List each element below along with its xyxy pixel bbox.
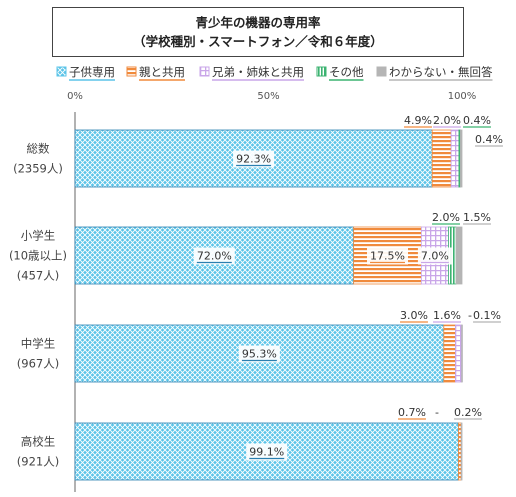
data-label-2-0: 95.3% <box>242 348 277 361</box>
data-label-1-2: 7.0% <box>421 250 449 263</box>
chart-subtitle: （学校種別・スマートフォン／令和６年度） <box>133 34 383 49</box>
legend-swatch-1 <box>126 66 137 77</box>
data-label-out-0-4: 0.4% <box>475 133 503 146</box>
bar-3-1 <box>458 422 462 481</box>
data-label-bg-3-0 <box>246 443 288 461</box>
x-tick-label-0: 0% <box>67 91 83 102</box>
category-label-0-0: 総数 <box>27 142 50 156</box>
legend-label-3: その他 <box>329 65 364 79</box>
legend-label-4: わからない・無回答 <box>389 65 493 79</box>
data-label-bg-1-2 <box>417 247 452 265</box>
category-label-1-1: (10歳以上) <box>9 249 67 263</box>
data-label-1-1: 17.5% <box>370 250 405 263</box>
bar-0-4 <box>460 129 463 188</box>
legend-swatch-0 <box>56 66 67 77</box>
data-label-1-0: 72.0% <box>197 250 232 263</box>
data-label-out-3-3: - <box>435 406 439 419</box>
bar-2-1 <box>443 324 456 383</box>
category-label-0-1: (2359人) <box>13 162 63 176</box>
data-label-out-2-3: - <box>468 309 472 322</box>
legend-swatch-2 <box>199 66 210 77</box>
data-label-out-1-4: 1.5% <box>463 211 491 224</box>
data-label-out-2-1: 3.0% <box>400 309 428 322</box>
data-label-out-2-4: 0.1% <box>473 309 501 322</box>
bar-3-4 <box>460 422 463 481</box>
category-label-1-2: (457人) <box>17 269 59 283</box>
category-label-3-1: (921人) <box>17 455 59 469</box>
legend: 子供専用 親と共用 兄弟・姉妹と共用 その他 わからない・無回答 <box>56 65 493 81</box>
chart-title-box: 青少年の機器の専用率 （学校種別・スマートフォン／令和６年度） <box>52 7 464 57</box>
category-label-3-0: 高校生 <box>21 435 56 449</box>
bar-2-2 <box>455 324 463 383</box>
category-label-1-0: 小学生 <box>21 229 56 243</box>
category-labels: 総数 (2359人) 小学生 (10歳以上) (457人) 中学生 (967人) 高校生 (92… <box>9 142 67 469</box>
legend-swatch-4 <box>376 66 387 77</box>
data-label-0-0: 92.3% <box>236 153 271 166</box>
data-label-out-3-1: 0.7% <box>398 406 426 419</box>
data-label-bg-0-0 <box>233 150 275 168</box>
data-label-out-0-2: 2.0% <box>433 114 461 127</box>
data-label-out-2-2: 1.6% <box>433 309 461 322</box>
bar-0-1 <box>431 129 452 188</box>
data-label-bg-2-0 <box>238 345 280 363</box>
legend-swatch-3 <box>316 66 327 77</box>
data-label-out-1-3: 2.0% <box>432 211 460 224</box>
data-labels: 92.3%72.0% 17.5% 7.0%95.3%99.1%4.9% 2.0% 0.4… <box>193 114 503 461</box>
category-label-2-0: 中学生 <box>21 337 56 351</box>
data-label-out-0-1: 4.9% <box>404 114 432 127</box>
chart-title: 青少年の機器の専用率 <box>195 15 321 30</box>
data-label-bg-1-1 <box>367 247 409 265</box>
bar-2-4 <box>461 324 463 383</box>
category-label-2-1: (967人) <box>17 357 59 371</box>
bar-1-4 <box>455 226 463 285</box>
data-label-3-0: 99.1% <box>249 446 284 459</box>
legend-label-2: 兄弟・姉妹と共用 <box>212 65 304 79</box>
bar-1-0 <box>74 226 355 285</box>
data-label-bg-1-0 <box>193 247 235 265</box>
legend-label-1: 親と共用 <box>139 65 185 79</box>
data-label-out-0-3: 0.4% <box>463 114 491 127</box>
bars <box>74 129 463 481</box>
data-label-out-3-4: 0.2% <box>454 406 482 419</box>
x-tick-label-2: 100% <box>448 91 477 102</box>
legend-label-0: 子供専用 <box>69 65 115 79</box>
x-tick-label-1: 50% <box>257 91 279 102</box>
bar-0-2 <box>450 129 460 188</box>
